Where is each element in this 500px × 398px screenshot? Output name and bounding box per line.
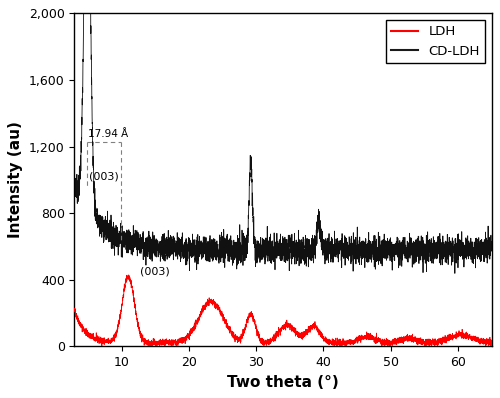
Text: (003): (003) xyxy=(89,172,119,182)
Text: (003): (003) xyxy=(140,267,170,277)
Y-axis label: Intensity (au): Intensity (au) xyxy=(8,121,24,238)
X-axis label: Two theta (°): Two theta (°) xyxy=(227,375,339,390)
Legend: LDH, CD-LDH: LDH, CD-LDH xyxy=(386,20,485,63)
Text: 17.94 Å: 17.94 Å xyxy=(88,129,128,139)
